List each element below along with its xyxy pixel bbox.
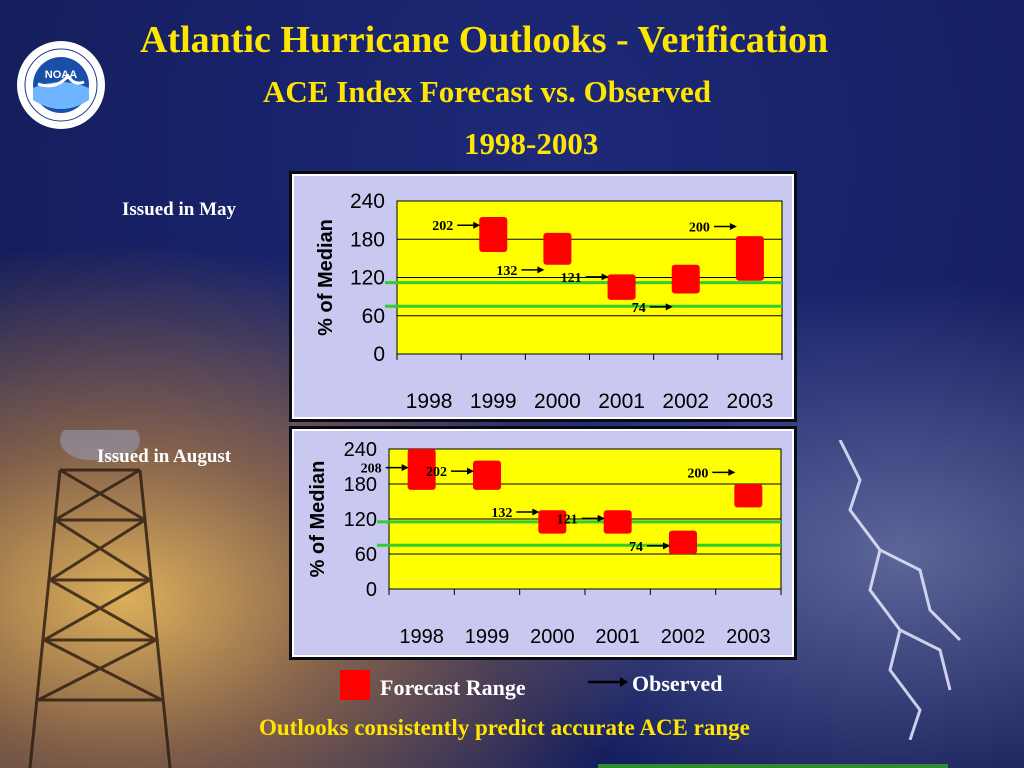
legend-observed-arrow-icon bbox=[588, 677, 628, 687]
observed-value-label: 74 bbox=[632, 301, 646, 316]
observed-arrow-head bbox=[663, 542, 670, 550]
observed-arrow-head bbox=[597, 514, 605, 522]
observed-value-label: 74 bbox=[629, 540, 643, 555]
y-tick-label: 180 bbox=[344, 474, 377, 496]
x-category-label: 2000 bbox=[530, 626, 575, 648]
bottom-accent-bar bbox=[598, 764, 948, 768]
y-tick-label: 60 bbox=[362, 305, 385, 328]
forecast-range-bar bbox=[603, 510, 632, 534]
page-subtitle: ACE Index Forecast vs. Observed bbox=[263, 74, 712, 109]
y-tick-label: 0 bbox=[373, 343, 385, 366]
x-category-label: 2000 bbox=[534, 390, 581, 413]
observed-arrow-head bbox=[473, 221, 481, 229]
y-tick-label: 180 bbox=[350, 228, 385, 251]
x-category-label: 1999 bbox=[470, 390, 517, 413]
lightning-illustration bbox=[838, 440, 962, 740]
forecast-range-bar bbox=[734, 484, 763, 508]
x-category-label: 1998 bbox=[399, 626, 444, 648]
page-title: Atlantic Hurricane Outlooks - Verificati… bbox=[140, 19, 829, 61]
observed-value-label: 202 bbox=[426, 465, 447, 480]
y-tick-label: 240 bbox=[350, 190, 385, 213]
radar-tower-illustration bbox=[28, 430, 172, 768]
forecast-range-bar bbox=[473, 460, 501, 490]
observed-arrow-head bbox=[728, 468, 736, 476]
y-tick-label: 0 bbox=[366, 579, 377, 601]
forecast-range-bar bbox=[538, 510, 567, 534]
y-tick-label: 120 bbox=[344, 509, 377, 531]
noaa-logo: NOAA bbox=[17, 41, 105, 129]
observed-value-label: 200 bbox=[687, 466, 708, 481]
forecast-range-bar bbox=[407, 449, 436, 490]
x-category-label: 1999 bbox=[465, 626, 510, 648]
y-axis-label: % of Median bbox=[315, 219, 337, 336]
issued-in-august-label: Issued in August bbox=[97, 446, 232, 467]
observed-arrow-head bbox=[401, 464, 409, 472]
observed-value-label: 132 bbox=[491, 506, 512, 521]
forecast-range-bar bbox=[543, 232, 572, 265]
observed-value-label: 208 bbox=[361, 462, 382, 477]
x-category-label: 2002 bbox=[662, 390, 709, 413]
x-category-label: 2002 bbox=[661, 626, 706, 648]
chart-panel-august: 0 60 120 180 240% of Median 1998 1999 2000 2001 2… bbox=[289, 426, 797, 660]
x-category-label: 2003 bbox=[726, 626, 771, 648]
observed-arrow-head bbox=[537, 266, 545, 274]
x-category-label: 2001 bbox=[598, 390, 645, 413]
legend-observed-label: Observed bbox=[632, 671, 723, 696]
observed-value-label: 121 bbox=[561, 271, 582, 286]
x-category-label: 1998 bbox=[406, 390, 453, 413]
chart-panel-may: 0 60 120 180 240% of Median 1998 1999 2000 2001 2… bbox=[289, 171, 797, 422]
forecast-range-bar bbox=[607, 274, 636, 300]
observed-arrow-head bbox=[532, 508, 540, 516]
observed-value-label: 121 bbox=[557, 512, 578, 527]
page-years: 1998-2003 bbox=[464, 126, 599, 161]
noaa-logo-text: NOAA bbox=[45, 69, 77, 81]
forecast-range-bar bbox=[671, 264, 700, 294]
observed-arrow-head bbox=[729, 223, 737, 230]
y-axis-label: % of Median bbox=[307, 461, 329, 578]
forecast-range-bar bbox=[669, 530, 697, 554]
legend-forecast-swatch bbox=[340, 670, 370, 700]
footer-caption: Outlooks consistently predict accurate A… bbox=[259, 715, 750, 740]
observed-arrow-head bbox=[601, 273, 609, 281]
y-tick-label: 120 bbox=[350, 267, 385, 290]
observed-value-label: 200 bbox=[689, 221, 710, 236]
x-category-label: 2001 bbox=[595, 626, 640, 648]
forecast-range-bar bbox=[735, 236, 764, 281]
observed-value-label: 132 bbox=[496, 264, 517, 279]
y-tick-label: 240 bbox=[344, 439, 377, 461]
x-category-label: 2003 bbox=[727, 390, 774, 413]
observed-arrow-head bbox=[467, 467, 474, 475]
issued-in-may-label: Issued in May bbox=[122, 199, 237, 220]
legend-forecast-label: Forecast Range bbox=[380, 675, 526, 700]
observed-arrow-head bbox=[665, 303, 673, 311]
forecast-range-bar bbox=[479, 216, 508, 252]
observed-value-label: 202 bbox=[432, 219, 453, 234]
y-tick-label: 60 bbox=[355, 544, 377, 566]
